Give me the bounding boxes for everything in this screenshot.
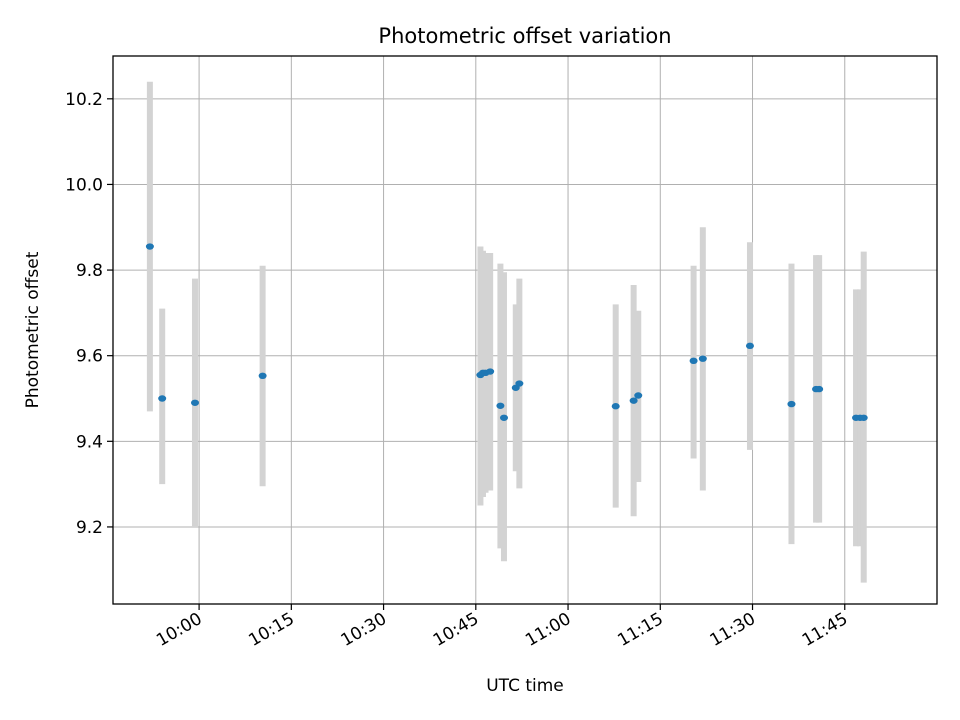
data-point [190,399,199,406]
y-tick-label: 9.4 [76,432,103,452]
y-tick-label: 9.8 [76,261,103,281]
y-tick-label: 10.2 [65,90,103,110]
x-tick-label: 10:30 [338,609,390,651]
plot-frame [112,55,938,605]
data-point [689,357,698,365]
data-point-layer [145,243,868,421]
error-bar-layer [146,81,867,583]
data-point [859,414,868,421]
y-tick-label: 9.2 [76,518,103,538]
data-point [745,342,754,350]
data-point [158,395,167,402]
data-point [258,372,267,380]
data-point [611,403,620,410]
grid-layer [113,56,937,604]
chart-title: Photometric offset variation [378,24,671,48]
data-point [815,385,824,393]
x-tick-label: 11:45 [799,609,851,651]
x-tick-label: 10:15 [245,609,297,651]
y-tick-label: 9.6 [76,347,103,367]
data-point [698,355,707,362]
data-point [629,397,638,404]
data-point [496,402,505,409]
data-point [145,243,154,250]
y-axis-label: Photometric offset [23,251,43,408]
x-axis-label: UTC time [486,676,564,696]
x-tick-label: 10:00 [153,609,205,651]
tick-layer: 10:00 10:15 10:30 10:45 11:00 11:15 11:30 11:45… [65,90,851,651]
data-point [634,392,643,399]
y-tick-label: 10.0 [65,175,103,195]
x-tick-label: 10:45 [430,609,482,651]
data-point [787,400,796,408]
x-tick-label: 11:30 [707,609,759,651]
data-point [486,368,495,375]
x-tick-label: 11:15 [614,609,666,651]
data-point [499,414,508,421]
x-tick-label: 11:00 [522,609,574,651]
data-point [515,380,524,387]
